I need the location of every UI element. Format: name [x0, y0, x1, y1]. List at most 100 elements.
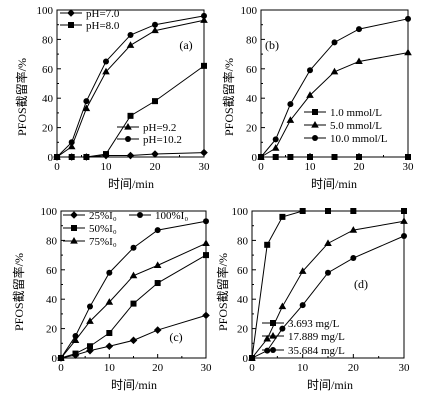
legend-entry: 35.684 mg/L — [262, 345, 345, 357]
data-point-triangle — [200, 16, 208, 23]
data-point-triangle — [129, 271, 138, 279]
legend-label: pH=10.2 — [143, 134, 182, 146]
data-point-square — [401, 208, 407, 214]
data-point-square — [331, 154, 338, 160]
y-tick-label: 0 — [52, 353, 58, 365]
data-point-triangle — [349, 226, 358, 233]
legend-marker-circle — [125, 136, 131, 142]
y-tick-label: 20 — [246, 123, 258, 135]
legend-label: 10.0 mmol/L — [330, 133, 388, 145]
data-point-triangle — [306, 91, 314, 98]
data-point-triangle — [153, 261, 162, 268]
data-point-diamond — [126, 151, 135, 160]
data-point-circle — [106, 269, 113, 276]
series-triangle — [248, 217, 408, 361]
data-point-circle — [68, 139, 75, 146]
legend-entry: 75%I₀ — [63, 236, 117, 248]
legend-entry: 5.0 mmol/L — [304, 120, 382, 132]
data-point-circle — [203, 218, 209, 225]
legend-entry: 10.0 mmol/L — [304, 133, 388, 145]
y-tick-label: 80 — [246, 34, 258, 46]
y-tick-label: 40 — [246, 93, 258, 105]
x-tick-label: 20 — [152, 362, 164, 374]
panel-label: (b) — [265, 38, 279, 52]
legend-entry: pH=9.2 — [117, 122, 176, 134]
data-point-diamond — [153, 326, 162, 334]
data-point-square — [264, 241, 271, 248]
data-point-diamond — [105, 342, 114, 351]
series-circle — [58, 218, 209, 361]
data-point-triangle — [404, 48, 412, 56]
y-axis-title: PFOS截留率/% — [14, 58, 29, 136]
y-tick-label: 20 — [237, 324, 249, 336]
data-point-triangle — [126, 41, 135, 48]
series-circle — [249, 232, 407, 361]
y-axis-title: PFOS截留率/% — [11, 253, 26, 331]
data-point-triangle — [286, 116, 295, 123]
chart-panel-a: 0 10 20 30 0 20 40 60 80 100 时间/min PFOS截留率/% (a) pH=… — [14, 5, 210, 191]
data-point-triangle — [105, 298, 114, 305]
data-point-diamond — [151, 150, 159, 158]
y-tick-label: 80 — [46, 235, 58, 247]
x-tick-label: 0 — [258, 161, 264, 173]
legend-entry: 1.0 mmol/L — [304, 107, 382, 119]
data-point-square — [201, 62, 207, 69]
data-point-triangle — [400, 217, 408, 224]
y-axis-title: PFOS截留率/% — [221, 58, 236, 136]
y-tick-label: 40 — [237, 294, 249, 306]
data-point-triangle — [271, 144, 280, 151]
data-point-circle — [299, 302, 306, 309]
data-point-diamond — [129, 336, 138, 345]
legend-entry: 25%I₀ — [63, 210, 117, 222]
data-point-square — [307, 154, 313, 160]
x-axis-title: 时间/min — [307, 378, 353, 392]
data-point-square — [130, 300, 137, 307]
data-point-diamond — [202, 311, 210, 320]
data-point-square — [279, 213, 286, 220]
legend-entry: 3.693 mg/L — [262, 318, 340, 330]
data-point-circle — [279, 325, 286, 332]
data-point-triangle — [102, 67, 110, 75]
y-tick-label: 100 — [41, 206, 58, 218]
x-tick-label: 10 — [104, 362, 116, 374]
y-tick-label: 60 — [42, 64, 54, 76]
legend-entry: 50%I₀ — [63, 223, 117, 235]
panel-label: (c) — [169, 330, 182, 344]
legend-entry: 100%I₀ — [129, 210, 188, 222]
panel-label: (d) — [354, 277, 368, 291]
x-tick-label: 30 — [201, 362, 213, 374]
x-tick-label: 30 — [399, 362, 411, 374]
y-tick-label: 0 — [48, 152, 54, 164]
data-point-square — [325, 208, 331, 214]
data-point-square — [299, 208, 306, 214]
legend-entry: pH=8.0 — [60, 20, 120, 32]
legend-entry: 17.889 mg/L — [262, 331, 345, 343]
data-point-circle — [58, 355, 64, 361]
x-tick-label: 20 — [150, 161, 162, 173]
data-point-triangle — [324, 239, 332, 246]
data-point-circle — [130, 244, 137, 251]
data-point-triangle — [202, 239, 210, 246]
legend-marker-square — [312, 109, 318, 115]
y-tick-label: 0 — [252, 152, 258, 164]
legend-label: pH=8.0 — [86, 20, 120, 32]
chart-panel-b: 0 10 20 30 0 20 40 60 80 100 时间/min PFOS截留率/% (b) 1.0… — [221, 5, 414, 191]
data-point-square — [272, 154, 279, 160]
legend-marker-circle — [312, 135, 318, 141]
data-point-square — [68, 154, 75, 160]
data-point-triangle — [330, 67, 339, 75]
legend-marker-diamond — [70, 211, 78, 219]
x-tick-label: 30 — [403, 161, 415, 173]
data-point-circle — [356, 26, 362, 33]
series-triangle — [257, 48, 412, 160]
data-point-triangle — [355, 57, 363, 65]
legend-label: 3.693 mg/L — [288, 318, 340, 330]
data-point-circle — [325, 269, 331, 276]
chart-panel-c: 0 10 20 30 0 20 40 60 80 100 时间/min PFOS截留率/% (c) 25%… — [11, 206, 212, 392]
legend-marker-circle — [270, 347, 276, 353]
legend-label: 1.0 mmol/L — [330, 107, 382, 119]
data-point-circle — [103, 58, 109, 65]
data-point-circle — [152, 21, 158, 28]
